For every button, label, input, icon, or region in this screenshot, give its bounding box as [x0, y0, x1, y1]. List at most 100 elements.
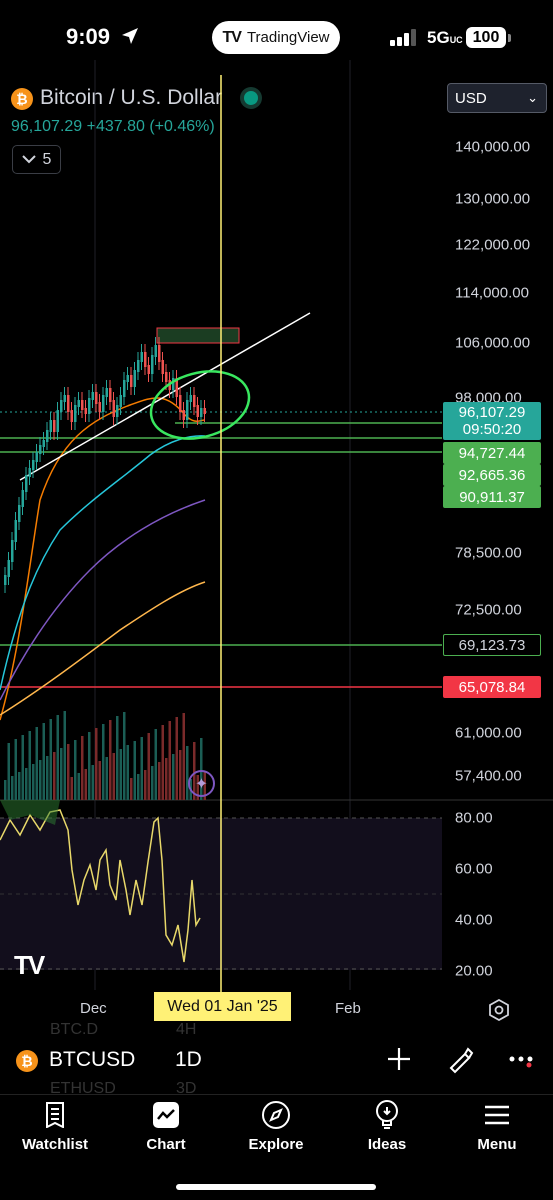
candle-body	[70, 410, 73, 422]
quick-trade-button[interactable]: ✦	[188, 770, 215, 797]
watchlist-icon	[46, 1102, 64, 1128]
candle-body	[63, 395, 66, 402]
candle-body	[95, 392, 98, 404]
candle-body	[67, 395, 70, 412]
volume-bar	[186, 746, 189, 800]
candle-body	[25, 475, 28, 492]
candle-body	[158, 345, 161, 362]
settings-icon[interactable]	[488, 999, 510, 1021]
candle-body	[105, 388, 108, 397]
volume-bar	[200, 738, 203, 800]
candle-body	[109, 388, 112, 402]
volume-bar	[91, 765, 94, 800]
candle-body	[91, 392, 94, 400]
plus-icon[interactable]	[386, 1046, 412, 1072]
volume-bar	[182, 713, 185, 800]
volume-bar	[53, 752, 56, 800]
volume-bar	[95, 728, 98, 800]
tab-ideas[interactable]: Ideas	[337, 1098, 437, 1158]
volume-bar	[60, 748, 63, 800]
candle-body	[189, 395, 192, 402]
volume-bar	[14, 739, 17, 800]
volume-bar	[77, 773, 80, 800]
menu-icon	[485, 1105, 509, 1125]
tab-explore[interactable]: Explore	[226, 1098, 326, 1158]
candle-body	[140, 352, 143, 362]
volume-bar	[39, 760, 42, 800]
drawing-tool-icon[interactable]	[447, 1046, 475, 1074]
app-pill[interactable]: TV TradingView	[212, 21, 340, 54]
ma-yellow	[0, 581, 206, 716]
candle-body	[46, 430, 49, 442]
battery-level: 100	[466, 27, 506, 48]
volume-bar	[123, 712, 126, 800]
candle-body	[56, 410, 59, 432]
candle-body	[172, 378, 175, 390]
volume-bar	[112, 753, 115, 800]
network-type: 5GUC	[427, 28, 463, 47]
price-tick: 130,000.00	[455, 190, 531, 208]
candle-body	[154, 345, 157, 357]
time-tick: Feb	[335, 1000, 361, 1017]
indicators-toggle-button[interactable]: 5	[12, 145, 61, 174]
price-tick: 140,000.00	[455, 138, 531, 156]
candle-body	[123, 380, 126, 397]
level-label: 65,078.84	[443, 676, 541, 698]
ma-cyan	[0, 435, 206, 691]
symbol-selector[interactable]: BTCUSD	[49, 1048, 136, 1071]
candle-body	[77, 400, 80, 407]
candle-body	[130, 375, 133, 387]
chevron-down-icon: ⌄	[527, 90, 538, 105]
candle-body	[42, 440, 45, 447]
market-open-indicator	[244, 91, 258, 105]
candle-body	[39, 445, 42, 454]
battery-nub	[508, 34, 511, 42]
volume-bar	[46, 756, 49, 800]
volume-bar	[11, 776, 14, 800]
volume-bar	[119, 749, 122, 800]
volume-bar	[32, 764, 35, 800]
candle-body	[193, 395, 196, 407]
volume-bar	[7, 743, 10, 800]
cellular-signal-icon	[390, 29, 416, 46]
rsi-tick: 60.00	[455, 860, 493, 878]
volume-bar	[4, 780, 7, 800]
tab-menu[interactable]: Menu	[447, 1098, 547, 1158]
tab-chart[interactable]: Chart	[116, 1098, 216, 1158]
volume-bar	[109, 720, 112, 800]
volume-bar	[151, 766, 154, 800]
volume-bar	[168, 721, 171, 800]
candle-body	[49, 420, 52, 432]
volume-bar	[42, 723, 45, 800]
level-label: 94,727.44	[443, 442, 541, 464]
candle-body	[14, 520, 17, 542]
tab-watchlist[interactable]: Watchlist	[5, 1098, 105, 1158]
rsi-tick: 20.00	[455, 962, 493, 980]
resistance-box	[156, 327, 240, 344]
candle-body	[165, 372, 168, 382]
volume-bar	[105, 757, 108, 800]
candle-body	[11, 540, 14, 562]
ghost-symbol: BTC.D	[50, 1021, 98, 1038]
lightbulb-icon	[376, 1100, 398, 1129]
volume-bar	[25, 768, 28, 800]
interval-selector[interactable]: 1D	[175, 1048, 202, 1071]
currency-select[interactable]: USD ⌄	[447, 83, 547, 113]
symbol-title[interactable]: Bitcoin / U.S. Dollar	[40, 86, 223, 109]
candle-body	[151, 355, 154, 374]
volume-bar	[88, 732, 91, 800]
candle-body	[21, 490, 24, 507]
volume-bar	[158, 762, 161, 800]
location-arrow-icon	[122, 28, 138, 44]
current-price: 96,107.29	[458, 404, 526, 421]
candle-body	[175, 378, 178, 397]
volume-bar	[172, 754, 175, 800]
candle-body	[4, 575, 7, 585]
candle-body	[81, 400, 84, 410]
more-icon[interactable]	[509, 1054, 535, 1068]
price-tick: 57,400.00	[455, 767, 522, 785]
price-chart[interactable]	[0, 0, 553, 1000]
status-time: 9:09	[66, 24, 111, 49]
volume-bar	[56, 715, 59, 800]
volume-bar	[179, 750, 182, 800]
